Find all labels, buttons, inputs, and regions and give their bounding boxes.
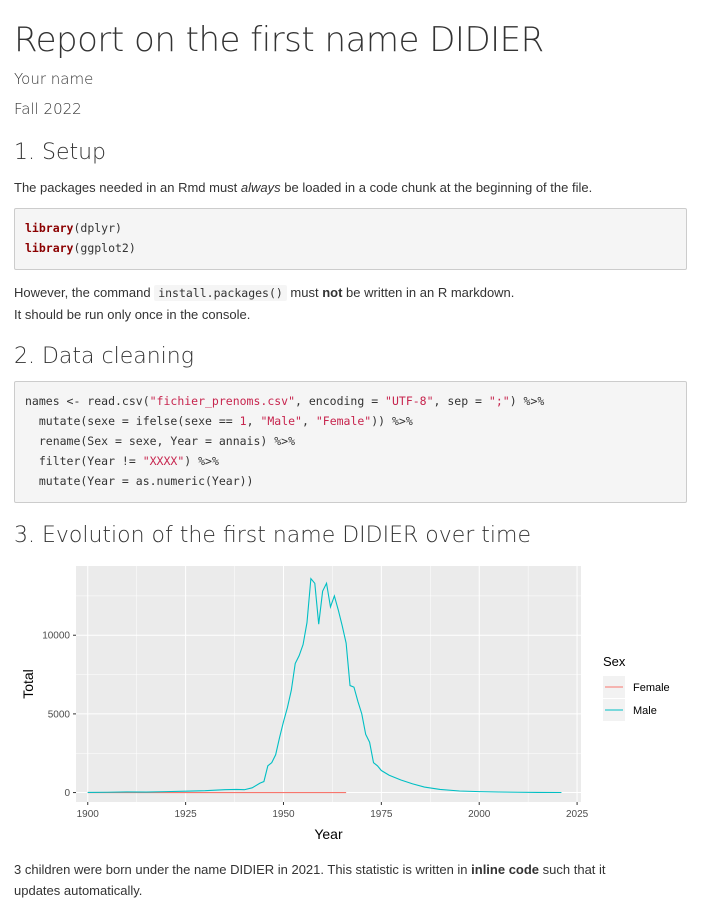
x-tick-label: 1950 xyxy=(272,809,295,820)
section-setup-heading: 1. Setup xyxy=(14,140,107,165)
x-tick-label: 2000 xyxy=(468,809,491,820)
chart-series-layer xyxy=(87,577,562,794)
report-title: Report on the first name DIDIER xyxy=(14,20,544,60)
chart-axis-layer: 1900 1925 1950 1975 2000 2025 0 5000 10000 xyxy=(42,631,588,820)
install-note-text: However, the command install.packages() … xyxy=(14,285,515,322)
chart-panel xyxy=(76,566,581,802)
legend-label-male: Male xyxy=(633,705,657,717)
author-name: Your name xyxy=(14,70,94,88)
inline-code-bold: inline code xyxy=(471,862,540,877)
inline-code-install-packages: install.packages() xyxy=(154,285,287,301)
x-tick-label: 2025 xyxy=(566,809,589,820)
x-tick-label: 1925 xyxy=(174,809,197,820)
legend-label-female: Female xyxy=(633,682,670,694)
section-data-cleaning-heading: 2. Data cleaning xyxy=(14,344,194,369)
data-cleaning-code-chunk: names <- read.csv("fichier_prenoms.csv",… xyxy=(14,381,687,503)
conclusion-text: 3 children were born under the name DIDI… xyxy=(14,862,606,898)
setup-code-chunk: library(dplyr) library(ggplot2) xyxy=(14,208,687,270)
chart-y-axis-title: Total xyxy=(20,669,36,699)
emphasis-always: always xyxy=(240,180,281,195)
y-tick-label: 5000 xyxy=(48,709,71,720)
chart-grid-major xyxy=(76,566,581,802)
section-evolution-heading: 3. Evolution of the first name DIDIER ov… xyxy=(14,523,532,548)
y-tick-label: 10000 xyxy=(42,631,70,642)
series-line-male xyxy=(87,577,562,794)
chart-x-axis-title: Year xyxy=(314,826,343,842)
legend-title: Sex xyxy=(603,654,626,669)
chart-grid-minor xyxy=(76,566,581,802)
x-tick-label: 1975 xyxy=(370,809,393,820)
setup-intro-text: The packages needed in an Rmd must alway… xyxy=(14,180,593,195)
x-tick-label: 1900 xyxy=(77,809,100,820)
report-date: Fall 2022 xyxy=(14,100,82,118)
chart-legend: Sex Female Male xyxy=(603,654,670,721)
y-tick-label: 0 xyxy=(64,788,70,799)
